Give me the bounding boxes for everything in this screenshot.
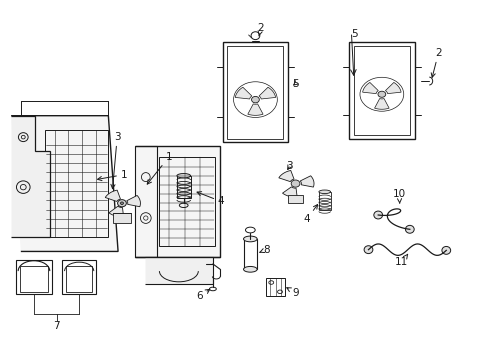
Bar	[243, 239, 257, 269]
Polygon shape	[11, 116, 118, 251]
Polygon shape	[362, 82, 378, 94]
Text: 3: 3	[286, 161, 292, 171]
Bar	[66, 266, 92, 292]
Polygon shape	[278, 171, 293, 181]
Bar	[45, 130, 108, 237]
Polygon shape	[105, 190, 120, 201]
Text: 5: 5	[351, 28, 357, 39]
Text: 10: 10	[392, 189, 405, 203]
Text: 9: 9	[286, 288, 298, 297]
Text: 2: 2	[430, 48, 441, 77]
Ellipse shape	[373, 211, 382, 219]
Polygon shape	[282, 187, 297, 197]
Bar	[177, 176, 190, 198]
Polygon shape	[385, 82, 400, 94]
Text: 7: 7	[53, 321, 60, 331]
Ellipse shape	[177, 174, 190, 178]
Ellipse shape	[441, 247, 450, 254]
Polygon shape	[247, 104, 263, 115]
Bar	[16, 260, 52, 294]
Ellipse shape	[318, 190, 330, 194]
Ellipse shape	[243, 236, 257, 242]
Bar	[62, 260, 96, 294]
Bar	[159, 157, 215, 246]
Polygon shape	[300, 176, 313, 187]
Ellipse shape	[377, 91, 385, 97]
Text: 3: 3	[111, 132, 120, 189]
Polygon shape	[374, 99, 388, 109]
Ellipse shape	[290, 180, 299, 187]
Text: 4: 4	[197, 192, 224, 206]
Bar	[113, 213, 130, 223]
Polygon shape	[235, 87, 251, 99]
Text: 4: 4	[303, 204, 317, 224]
Polygon shape	[135, 146, 220, 257]
Text: 5: 5	[291, 78, 298, 89]
Bar	[353, 46, 409, 135]
Polygon shape	[259, 87, 275, 99]
Ellipse shape	[251, 96, 259, 103]
Text: 6: 6	[196, 289, 209, 301]
Text: 1: 1	[147, 152, 172, 184]
Ellipse shape	[405, 225, 413, 233]
Text: 8: 8	[259, 245, 269, 255]
Bar	[318, 192, 330, 210]
Bar	[227, 46, 283, 139]
Polygon shape	[11, 116, 50, 237]
Bar	[266, 278, 285, 296]
Bar	[20, 266, 48, 292]
Bar	[287, 195, 303, 203]
Polygon shape	[109, 206, 123, 217]
Ellipse shape	[364, 246, 372, 253]
Text: 11: 11	[394, 254, 407, 267]
Bar	[222, 42, 287, 143]
Text: 1: 1	[98, 170, 127, 181]
Polygon shape	[144, 257, 212, 284]
Text: 2: 2	[257, 23, 264, 36]
Ellipse shape	[117, 200, 126, 207]
Bar	[348, 42, 414, 139]
Ellipse shape	[243, 266, 257, 272]
Bar	[135, 146, 157, 257]
Ellipse shape	[120, 202, 123, 204]
Polygon shape	[126, 195, 140, 207]
